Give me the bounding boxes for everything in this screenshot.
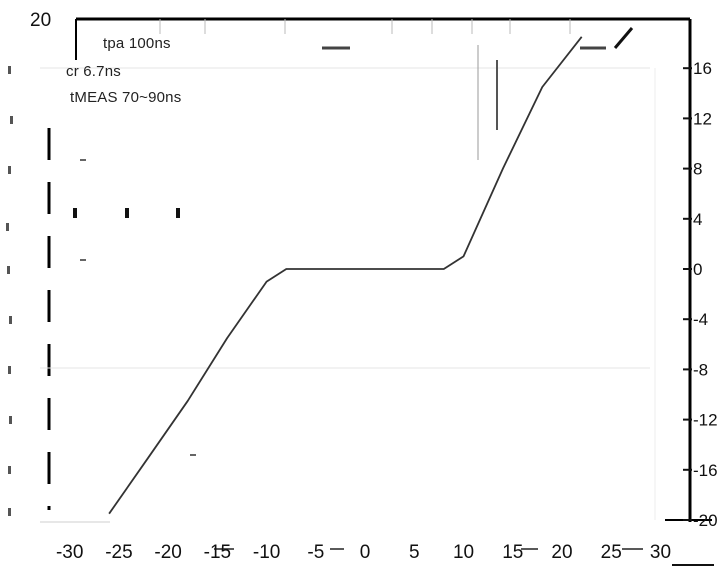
artifact-left-speck-2 [8,166,11,174]
y-tick-label: -8 [693,360,708,379]
x-tick-label: 0 [360,542,371,563]
artifact-left-speck-4 [7,266,10,274]
artifact-left-speck-1 [10,116,13,124]
series-layer [108,36,583,515]
y-tick-label: -12 [693,411,718,430]
x-tick-label: 10 [453,542,474,563]
artifact-dash-2 [176,208,180,218]
x-tick-label: 5 [409,542,420,563]
artifact-left-speck-9 [8,508,11,516]
x-tick-label: 20 [551,542,572,563]
y-axis-right-ticks: 16 12 8 4 0 -4 -8 -12 -16 -20 [683,59,718,530]
artifact-left-speck-7 [9,416,12,424]
artifact-top-right-slash [613,27,634,49]
artifact-left-speck-6 [8,366,11,374]
annotation-cr: cr 6.7ns [66,63,121,80]
y-tick-label: -4 [693,310,708,329]
x-tick-label: -30 [56,542,83,563]
scan-artifacts [6,19,714,566]
annotation-tmeas: tMEAS 70~90ns [70,89,182,106]
artifact-left-speck-5 [9,316,12,324]
artifact-dash-1 [125,208,129,218]
series-line-0 [108,36,583,515]
y-tick-label: 16 [693,59,712,78]
x-tick-label: -10 [253,542,280,563]
x-tick-label: -15 [204,542,231,563]
artifact-left-speck-8 [8,466,11,474]
x-tick-label: 25 [601,542,622,563]
artifact-left-speck-3 [6,223,9,231]
x-tick-label: -5 [307,542,324,563]
y-tick-label: 12 [693,109,712,128]
plot-frame [40,17,712,523]
y-tick-label: 0 [693,260,702,279]
y-tick-label: -16 [693,461,718,480]
y-tick-label: -20 [693,511,718,530]
x-tick-label: 15 [502,542,523,563]
y-tick-label: 4 [693,210,702,229]
x-tick-label: -25 [105,542,132,563]
annotation-tpa: tpa 100ns [103,35,171,52]
y-tick-left-top: 20 [30,10,51,31]
artifact-dash-0 [73,208,77,218]
y-tick-label: 8 [693,160,702,179]
x-tick-label: -20 [154,542,181,563]
x-axis-ticks: -30 -25 -20 -15 -10 -5 0 5 10 15 20 25 30 [56,542,671,563]
artifact-left-speck-0 [8,66,11,74]
x-tick-label: 30 [650,542,671,563]
